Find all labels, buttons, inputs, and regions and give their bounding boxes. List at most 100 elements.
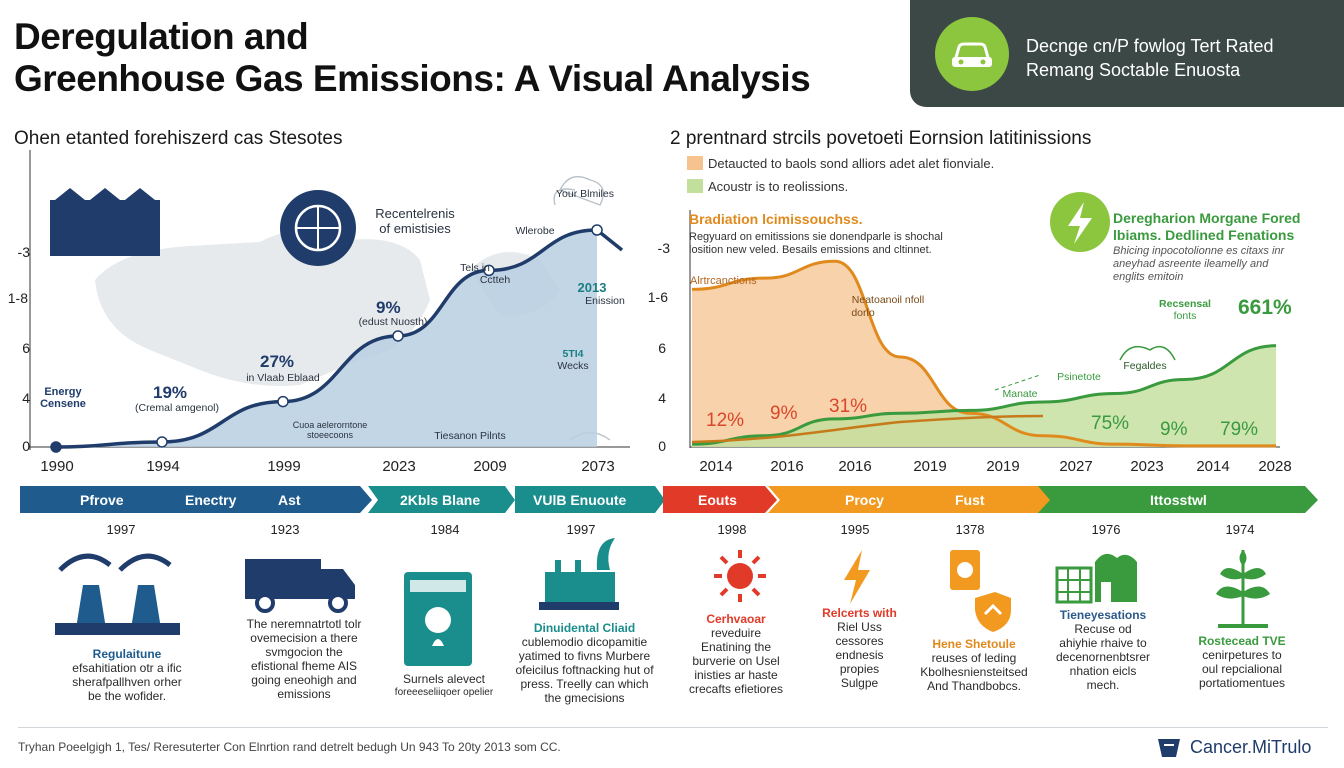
timeline-1-line-2: efsahitiation otr a ific bbox=[72, 661, 182, 675]
timeline-banner bbox=[20, 486, 1318, 513]
legend-swatch-1 bbox=[687, 156, 703, 170]
left-rec-title: Recentelrenis bbox=[375, 206, 455, 221]
left-xtick-6: 2073 bbox=[581, 458, 615, 475]
right-pct-9b: 9% bbox=[1160, 419, 1188, 440]
timeline-8-line-4: decenornenbtsrer bbox=[1055, 650, 1151, 664]
right-pct-12: 12% bbox=[706, 410, 745, 431]
left-chart-point bbox=[156, 436, 168, 448]
banner-label-5: VUlB Enuoute bbox=[533, 491, 627, 508]
timeline-4-line-2: cublemodio dicopamitie bbox=[521, 635, 648, 649]
timeline-5-line-2: reveduire bbox=[710, 626, 762, 640]
left-chart-point bbox=[483, 264, 495, 277]
timeline-year-5: 1998 bbox=[717, 522, 747, 537]
banner-label-9: Ittosstwl bbox=[1150, 491, 1207, 508]
timeline-text-8: Tieneyesations Recuse od ahiyhie rhaive … bbox=[1047, 608, 1159, 692]
timeline-9-line-3: oul repcialional bbox=[1201, 662, 1283, 676]
timeline-6-line-2: Riel Uss bbox=[837, 620, 882, 634]
right-xtick-6: 2027 bbox=[1059, 458, 1093, 475]
right-pct-661: 661% bbox=[1238, 296, 1292, 319]
timeline-7-line-4: And Thandbobcs. bbox=[927, 679, 1021, 693]
left-xtick-5: 2009 bbox=[473, 458, 507, 475]
timeline-5-line-1: Cerhvaoar bbox=[706, 612, 766, 626]
right-ytick-2: 1-6 bbox=[647, 289, 668, 305]
right-fegaldes: Fegaldes bbox=[1123, 360, 1167, 372]
legend-swatch-2 bbox=[687, 179, 703, 193]
left-energy-line-1: Energy bbox=[44, 386, 82, 398]
right-xtick-2: 2016 bbox=[770, 458, 804, 475]
secondary-line bbox=[691, 414, 1044, 444]
timeline-year-6: 1995 bbox=[840, 522, 870, 537]
banner-label-2: Enectry bbox=[185, 491, 237, 508]
banner-label-7: Procy bbox=[845, 491, 884, 508]
left-wlerobe: Wlerobe bbox=[515, 225, 555, 237]
building-icon bbox=[1055, 553, 1137, 604]
left-xtick-3: 1999 bbox=[267, 458, 301, 475]
timeline-9-line-4: portatiomentues bbox=[1198, 676, 1286, 690]
timeline-7-line-2: reuses of leding bbox=[931, 651, 1017, 665]
right-chart bbox=[689, 192, 1280, 448]
timeline-8-line-6: mech. bbox=[1086, 678, 1120, 692]
timeline-4-line-6: the gmecisions bbox=[544, 691, 625, 705]
deregulated-line bbox=[691, 259, 1276, 448]
timeline-text-2: The neremnatrtotl tolr ovemecision a the… bbox=[238, 617, 370, 701]
left-xtick-4: 2023 bbox=[382, 458, 416, 475]
left-xtick-2: 1994 bbox=[146, 458, 180, 475]
timeline-4-line-5: press. Treelly can which bbox=[520, 677, 649, 691]
left-tels-in: Tels in bbox=[460, 262, 490, 274]
right-xtick-3: 2016 bbox=[838, 458, 872, 475]
timeline-2-line-3: svmgocion the bbox=[265, 645, 343, 659]
right-manate: Manate bbox=[1002, 388, 1038, 400]
legend-label-1: Detaucted to baols sond alliors adet ale… bbox=[708, 156, 995, 171]
timeline-4-line-1: Dinuidental Cliaid bbox=[533, 621, 636, 635]
timeline-8-line-2: Recuse od bbox=[1074, 622, 1132, 636]
timeline-text-9: Rostecead TVE cenirpetures to oul repcia… bbox=[1186, 634, 1298, 690]
right-psinetote: Psinetote bbox=[1057, 371, 1101, 383]
car-icon bbox=[935, 17, 1009, 91]
brand-logo-icon bbox=[1158, 739, 1180, 757]
lightning-icon bbox=[844, 550, 870, 604]
left-in-bland: in Vlaab Eblaad bbox=[246, 372, 320, 384]
left-2013: 2013 bbox=[577, 280, 607, 295]
timeline-7-line-3: Kbolhesniensteitsed bbox=[920, 665, 1028, 679]
right-mid2: dorlo bbox=[851, 307, 875, 319]
sun-icon bbox=[714, 550, 766, 602]
left-chart bbox=[29, 150, 630, 453]
timeline-8-line-5: nhation eicls bbox=[1069, 664, 1137, 678]
timeline-6-line-5: propies bbox=[839, 662, 880, 676]
timeline-8-line-3: ahiyhie rhaive to bbox=[1059, 636, 1147, 650]
banner-label-3: Ast bbox=[278, 491, 301, 508]
timeline-year-9: 1974 bbox=[1225, 522, 1255, 537]
left-chart-point bbox=[392, 330, 404, 342]
left-remote: Tiesanon Pilnts bbox=[434, 430, 506, 442]
timeline-2-line-1: The neremnatrtotl tolr bbox=[246, 617, 362, 631]
left-ytick-5: 0 bbox=[22, 438, 30, 454]
left-pct-19: 19% bbox=[153, 383, 188, 402]
footer-source: Tryhan Poeelgigh 1, Tes/ Reresuterter Co… bbox=[18, 740, 561, 754]
left-ytick-2: 1-8 bbox=[7, 290, 28, 306]
timeline-6-line-6: Sulgpe bbox=[840, 676, 879, 690]
left-chart-point bbox=[50, 441, 62, 453]
timeline-3-line-2: foreeeseliiqoer opelier bbox=[394, 687, 494, 698]
left-xtick-1: 1990 bbox=[40, 458, 74, 475]
timeline-2-line-6: emissions bbox=[277, 687, 331, 701]
right-aah: Alrtrcanctions bbox=[690, 275, 757, 287]
right-xtick-7: 2023 bbox=[1130, 458, 1164, 475]
timeline-text-4: Dinuidental Cliaid cublemodio dicopamiti… bbox=[502, 621, 667, 705]
timeline-year-2: 1923 bbox=[270, 522, 300, 537]
plant-icon bbox=[1216, 550, 1270, 628]
timeline-5-line-5: inisties ar haste bbox=[694, 668, 778, 682]
reduction-area bbox=[692, 345, 1276, 447]
timeline-5-line-6: crecafts efietiores bbox=[688, 682, 784, 696]
legend-label-2: Acoustr is to reolissions. bbox=[708, 179, 849, 194]
timeline-7-line-1: Hene Shetoule bbox=[932, 637, 1016, 651]
shield-icon bbox=[950, 550, 1011, 632]
timeline-text-6: Relcerts with Riel Uss cessores endnesis… bbox=[812, 606, 907, 690]
left-rec-label: Recentelrenis of emistisies bbox=[360, 206, 470, 236]
brand-name: Cancer.MiTrulo bbox=[1190, 737, 1312, 757]
title-line-2: Greenhouse Gas Emissions: A Visual Analy… bbox=[14, 58, 811, 99]
cloud-icon bbox=[1119, 345, 1176, 361]
left-rec-sub: of emistisies bbox=[379, 221, 451, 236]
timeline-2-line-4: efistional fheme AIS bbox=[250, 659, 358, 673]
right-pct-79: 79% bbox=[1220, 419, 1259, 440]
timeline-year-8: 1976 bbox=[1091, 522, 1121, 537]
